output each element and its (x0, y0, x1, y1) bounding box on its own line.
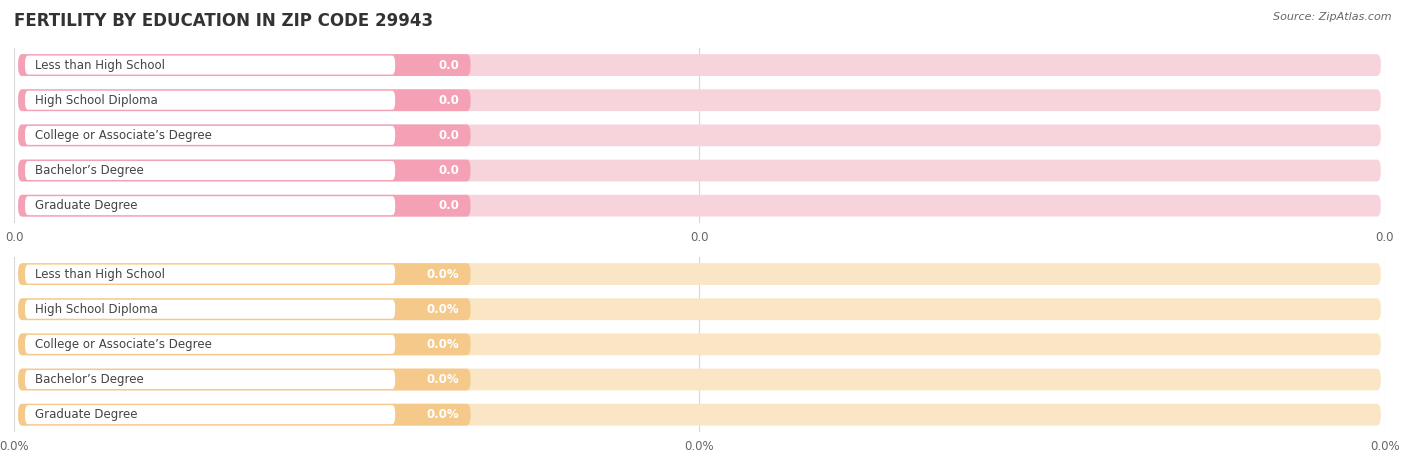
FancyBboxPatch shape (18, 160, 1381, 181)
Text: 0.0: 0.0 (4, 231, 24, 244)
FancyBboxPatch shape (18, 298, 471, 320)
FancyBboxPatch shape (25, 300, 395, 319)
Text: 0.0%: 0.0% (427, 267, 460, 281)
FancyBboxPatch shape (18, 54, 471, 76)
FancyBboxPatch shape (18, 124, 1381, 146)
Text: Bachelor’s Degree: Bachelor’s Degree (35, 373, 143, 386)
Text: 0.0: 0.0 (439, 199, 460, 212)
Text: 0.0: 0.0 (439, 164, 460, 177)
Text: Less than High School: Less than High School (35, 58, 165, 72)
FancyBboxPatch shape (18, 54, 1381, 76)
FancyBboxPatch shape (25, 335, 395, 354)
Text: 0.0: 0.0 (439, 129, 460, 142)
Text: College or Associate’s Degree: College or Associate’s Degree (35, 338, 211, 351)
FancyBboxPatch shape (18, 404, 1381, 426)
Text: 0.0%: 0.0% (0, 440, 30, 453)
FancyBboxPatch shape (18, 160, 471, 181)
Text: 0.0: 0.0 (439, 94, 460, 107)
FancyBboxPatch shape (25, 370, 395, 389)
Text: High School Diploma: High School Diploma (35, 303, 157, 316)
FancyBboxPatch shape (18, 298, 1381, 320)
FancyBboxPatch shape (25, 161, 395, 180)
Text: 0.0%: 0.0% (427, 338, 460, 351)
Text: Graduate Degree: Graduate Degree (35, 199, 138, 212)
FancyBboxPatch shape (18, 263, 1381, 285)
FancyBboxPatch shape (25, 265, 395, 284)
Text: 0.0: 0.0 (439, 58, 460, 72)
FancyBboxPatch shape (18, 404, 471, 426)
FancyBboxPatch shape (18, 195, 471, 217)
FancyBboxPatch shape (25, 196, 395, 215)
FancyBboxPatch shape (25, 405, 395, 424)
FancyBboxPatch shape (25, 91, 395, 110)
FancyBboxPatch shape (18, 263, 471, 285)
Text: College or Associate’s Degree: College or Associate’s Degree (35, 129, 211, 142)
FancyBboxPatch shape (25, 56, 395, 75)
Text: 0.0%: 0.0% (685, 440, 714, 453)
FancyBboxPatch shape (25, 126, 395, 145)
FancyBboxPatch shape (18, 195, 1381, 217)
Text: 0.0: 0.0 (1375, 231, 1395, 244)
FancyBboxPatch shape (18, 333, 1381, 355)
Text: 0.0%: 0.0% (427, 408, 460, 421)
FancyBboxPatch shape (18, 369, 471, 390)
Text: Source: ZipAtlas.com: Source: ZipAtlas.com (1274, 12, 1392, 22)
FancyBboxPatch shape (18, 89, 471, 111)
Text: High School Diploma: High School Diploma (35, 94, 157, 107)
Text: Graduate Degree: Graduate Degree (35, 408, 138, 421)
FancyBboxPatch shape (18, 333, 471, 355)
FancyBboxPatch shape (18, 89, 1381, 111)
Text: Bachelor’s Degree: Bachelor’s Degree (35, 164, 143, 177)
Text: 0.0: 0.0 (690, 231, 709, 244)
Text: FERTILITY BY EDUCATION IN ZIP CODE 29943: FERTILITY BY EDUCATION IN ZIP CODE 29943 (14, 12, 433, 30)
FancyBboxPatch shape (18, 369, 1381, 390)
FancyBboxPatch shape (18, 124, 471, 146)
Text: Less than High School: Less than High School (35, 267, 165, 281)
Text: 0.0%: 0.0% (1369, 440, 1400, 453)
Text: 0.0%: 0.0% (427, 303, 460, 316)
Text: 0.0%: 0.0% (427, 373, 460, 386)
